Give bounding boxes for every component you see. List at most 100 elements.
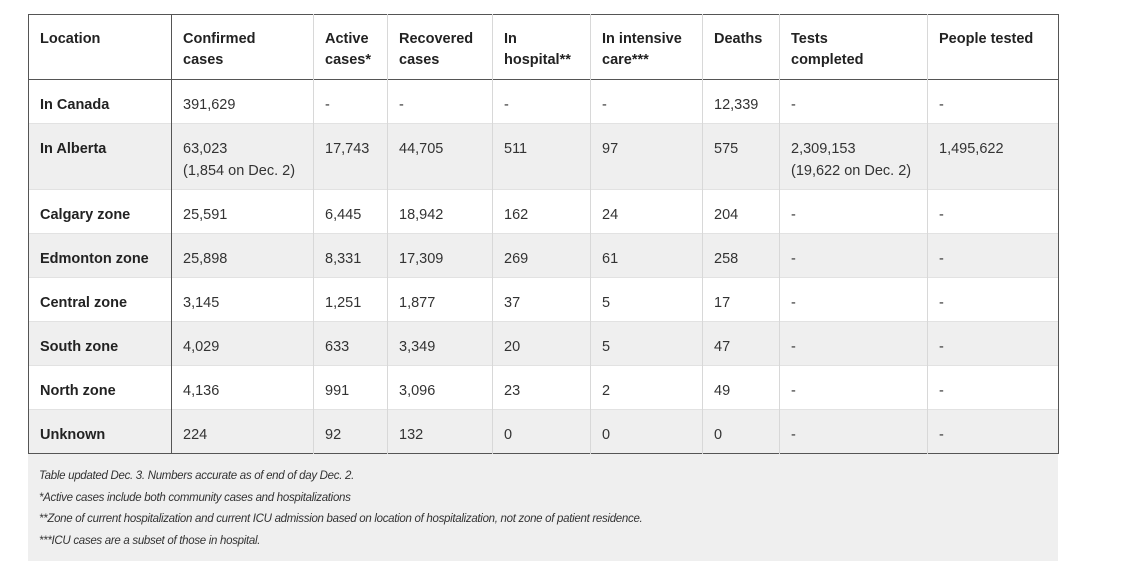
cell-value: 20: [504, 339, 521, 355]
column-header-line-1: Active: [325, 31, 369, 47]
cell-value: -: [939, 383, 944, 399]
cell-confirmed: 3,145: [171, 277, 314, 322]
cell-value: -: [939, 207, 944, 223]
cell-icu: 2: [590, 365, 703, 410]
cell-value: 63,023: [183, 141, 228, 157]
column-header-line-1: Tests: [791, 31, 828, 47]
cell-value: -: [325, 97, 330, 113]
cell-value: 25,898: [183, 251, 228, 267]
column-header-people: People tested: [927, 14, 1059, 80]
table-row: Calgary zone 25,591 6,445 18,942 162 24 204 - -: [28, 189, 1059, 234]
row-location-label: In Canada: [28, 79, 172, 124]
cell-active: 92: [313, 409, 388, 454]
cell-value: 3,096: [399, 383, 436, 399]
footnote-active-cases: *Active cases include both community cas…: [39, 491, 351, 504]
cell-tests: -: [779, 365, 928, 410]
column-header-line-1: Deaths: [714, 31, 763, 47]
cell-value: 2,309,153: [791, 141, 856, 157]
column-header-line-1: Confirmed: [183, 31, 256, 47]
cell-value: 1,877: [399, 295, 436, 311]
table-body: In Canada 391,629 - - - - 12,339 - - In Alberta 63…: [28, 79, 1059, 454]
footnote-updated: Table updated Dec. 3. Numbers accurate a…: [39, 470, 355, 482]
cell-value: -: [939, 251, 944, 267]
cell-value: 18,942: [399, 207, 444, 223]
cell-recovered: 44,705: [387, 123, 493, 190]
cell-value: 23: [504, 383, 521, 399]
column-header-line-2: cases: [183, 52, 224, 68]
cell-daily-note: (19,622 on Dec. 2): [791, 163, 912, 179]
table-header-row: Location Confirmed cases Active cases* Recove…: [28, 14, 1059, 80]
cell-value: -: [791, 295, 796, 311]
cell-icu: -: [590, 79, 703, 124]
cell-value: North zone: [40, 383, 116, 399]
cell-value: 204: [714, 207, 739, 223]
cell-deaths: 17: [702, 277, 780, 322]
cell-value: 391,629: [183, 97, 236, 113]
footnote-icu: ***ICU cases are a subset of those in ho…: [39, 534, 261, 547]
row-location-label: Central zone: [28, 277, 172, 322]
cell-value: -: [791, 97, 796, 113]
table-footnotes: Table updated Dec. 3. Numbers accurate a…: [28, 454, 1058, 561]
cell-value: 224: [183, 427, 208, 443]
cell-value: 132: [399, 427, 424, 443]
row-location-label: North zone: [28, 365, 172, 410]
cell-value: -: [602, 97, 607, 113]
cell-icu: 97: [590, 123, 703, 190]
cell-active: 17,743: [313, 123, 388, 190]
table-row: Central zone 3,145 1,251 1,877 37 5 17 - -: [28, 277, 1059, 322]
cell-value: -: [504, 97, 509, 113]
cell-value: 3,349: [399, 339, 436, 355]
row-location-label: In Alberta: [28, 123, 172, 190]
row-location-label: Unknown: [28, 409, 172, 454]
column-header-line-1: Location: [40, 31, 101, 47]
column-header-line-2: completed: [791, 52, 864, 68]
cell-confirmed: 25,898: [171, 233, 314, 278]
column-header-recovered: Recovered cases: [387, 14, 493, 80]
cell-recovered: 17,309: [387, 233, 493, 278]
cell-value: 17: [714, 295, 731, 311]
cell-value: 12,339: [714, 97, 759, 113]
cell-daily-note: (1,854 on Dec. 2): [183, 163, 296, 179]
column-header-line-1: Recovered: [399, 31, 474, 47]
cell-deaths: 575: [702, 123, 780, 190]
cell-value: 2: [602, 383, 611, 399]
column-header-tests: Tests completed: [779, 14, 928, 80]
cell-hospital: 162: [492, 189, 591, 234]
cell-value: 1,495,622: [939, 141, 1004, 157]
cell-value: 0: [714, 427, 723, 443]
cell-value: 5: [602, 339, 611, 355]
table-row: South zone 4,029 633 3,349 20 5 47 - -: [28, 321, 1059, 366]
column-header-hospital: In hospital**: [492, 14, 591, 80]
column-header-confirmed: Confirmed cases: [171, 14, 314, 80]
cell-value: 162: [504, 207, 529, 223]
cell-tests: -: [779, 321, 928, 366]
cell-value: 61: [602, 251, 619, 267]
cell-icu: 5: [590, 321, 703, 366]
cell-value: 17,743: [325, 141, 370, 157]
cell-value: -: [939, 427, 944, 443]
cell-recovered: 3,349: [387, 321, 493, 366]
cell-value: 37: [504, 295, 521, 311]
cell-confirmed: 391,629: [171, 79, 314, 124]
cell-icu: 24: [590, 189, 703, 234]
table-row: North zone 4,136 991 3,096 23 2 49 - -: [28, 365, 1059, 410]
cell-active: 8,331: [313, 233, 388, 278]
cell-confirmed: 4,029: [171, 321, 314, 366]
cell-value: 5: [602, 295, 611, 311]
cell-active: 633: [313, 321, 388, 366]
cell-people: -: [927, 79, 1059, 124]
cell-value: 633: [325, 339, 350, 355]
cell-value: 1,251: [325, 295, 362, 311]
column-header-line-1: In intensive: [602, 31, 682, 47]
cell-value: 25,591: [183, 207, 228, 223]
cell-value: -: [791, 427, 796, 443]
cell-value: -: [939, 97, 944, 113]
cell-hospital: 37: [492, 277, 591, 322]
cell-value: 6,445: [325, 207, 362, 223]
cell-deaths: 12,339: [702, 79, 780, 124]
column-header-deaths: Deaths: [702, 14, 780, 80]
cell-hospital: 511: [492, 123, 591, 190]
cell-people: -: [927, 233, 1059, 278]
cell-value: 8,331: [325, 251, 362, 267]
cell-value: In Canada: [40, 97, 110, 113]
